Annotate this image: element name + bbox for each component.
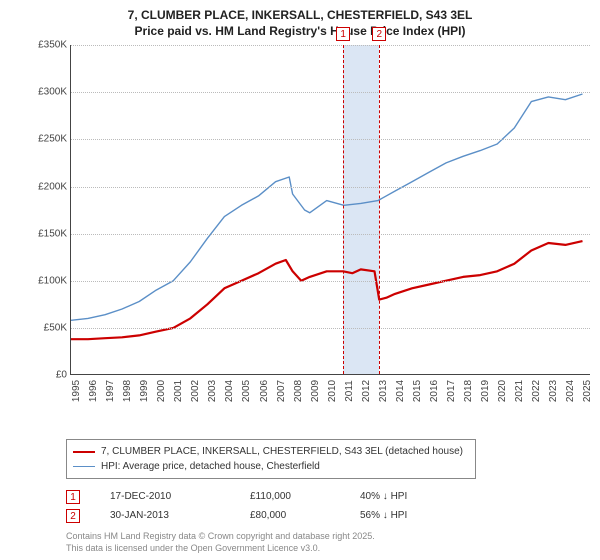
footer-line1: Contains HM Land Registry data © Crown c… <box>66 531 590 543</box>
series-property <box>71 241 583 339</box>
line-layer <box>71 45 591 375</box>
x-tick-label: 2003 <box>207 380 218 402</box>
y-tick-label: £250K <box>27 134 67 145</box>
footer-line2: This data is licensed under the Open Gov… <box>66 543 590 555</box>
swatch-red <box>73 451 95 453</box>
txn-price: £110,000 <box>250 487 330 506</box>
title-line1: 7, CLUMBER PLACE, INKERSALL, CHESTERFIEL… <box>10 8 590 24</box>
x-tick-label: 1997 <box>105 380 116 402</box>
y-tick-label: £0 <box>27 370 67 381</box>
x-tick-label: 2011 <box>344 380 355 402</box>
x-tick-label: 2007 <box>276 380 287 402</box>
marker-line <box>379 45 380 374</box>
gridline <box>71 328 590 329</box>
txn-price: £80,000 <box>250 506 330 525</box>
transaction-list: 1 17-DEC-2010 £110,000 40% ↓ HPI 2 30-JAN-201… <box>66 487 590 525</box>
x-tick-label: 2002 <box>190 380 201 402</box>
swatch-blue <box>73 466 95 467</box>
x-tick-label: 2022 <box>531 380 542 402</box>
x-tick-label: 2017 <box>446 380 457 402</box>
y-tick-label: £150K <box>27 228 67 239</box>
legend-item-property: 7, CLUMBER PLACE, INKERSALL, CHESTERFIEL… <box>73 444 469 459</box>
legend-label-1: 7, CLUMBER PLACE, INKERSALL, CHESTERFIEL… <box>101 444 463 459</box>
chart-title: 7, CLUMBER PLACE, INKERSALL, CHESTERFIEL… <box>10 8 590 39</box>
txn-delta: 40% ↓ HPI <box>360 487 450 506</box>
x-tick-label: 1998 <box>122 380 133 402</box>
transaction-row: 1 17-DEC-2010 £110,000 40% ↓ HPI <box>66 487 590 506</box>
x-tick-label: 2018 <box>463 380 474 402</box>
plot: £0£50K£100K£150K£200K£250K£300K£350K1995… <box>70 45 590 375</box>
txn-date: 17-DEC-2010 <box>110 487 220 506</box>
x-tick-label: 2000 <box>156 380 167 402</box>
gridline <box>71 187 590 188</box>
txn-date: 30-JAN-2013 <box>110 506 220 525</box>
transaction-row: 2 30-JAN-2013 £80,000 56% ↓ HPI <box>66 506 590 525</box>
x-tick-label: 2010 <box>327 380 338 402</box>
x-tick-label: 2012 <box>361 380 372 402</box>
gridline <box>71 92 590 93</box>
x-tick-label: 2025 <box>582 380 593 402</box>
x-tick-label: 2020 <box>497 380 508 402</box>
x-tick-label: 2001 <box>173 380 184 402</box>
gridline <box>71 45 590 46</box>
marker-line <box>343 45 344 374</box>
marker-badge: 2 <box>66 509 80 523</box>
x-tick-label: 2014 <box>395 380 406 402</box>
x-tick-label: 2023 <box>548 380 559 402</box>
x-tick-label: 2009 <box>310 380 321 402</box>
x-tick-label: 2021 <box>514 380 525 402</box>
y-tick-label: £350K <box>27 40 67 51</box>
txn-delta: 56% ↓ HPI <box>360 506 450 525</box>
x-tick-label: 2016 <box>429 380 440 402</box>
chart-area: £0£50K£100K£150K£200K£250K£300K£350K1995… <box>30 45 590 405</box>
y-tick-label: £100K <box>27 275 67 286</box>
x-tick-label: 2005 <box>241 380 252 402</box>
x-tick-label: 2008 <box>293 380 304 402</box>
marker-badge: 2 <box>372 27 386 41</box>
gridline <box>71 281 590 282</box>
x-tick-label: 2013 <box>378 380 389 402</box>
x-tick-label: 2024 <box>565 380 576 402</box>
marker-badge: 1 <box>66 490 80 504</box>
legend-label-2: HPI: Average price, detached house, Ches… <box>101 459 320 474</box>
x-tick-label: 2004 <box>224 380 235 402</box>
y-tick-label: £50K <box>27 323 67 334</box>
marker-badge: 1 <box>336 27 350 41</box>
gridline <box>71 234 590 235</box>
x-tick-label: 2015 <box>412 380 423 402</box>
x-tick-label: 2019 <box>480 380 491 402</box>
x-tick-label: 2006 <box>259 380 270 402</box>
legend-item-hpi: HPI: Average price, detached house, Ches… <box>73 459 469 474</box>
y-tick-label: £300K <box>27 87 67 98</box>
x-tick-label: 1999 <box>139 380 150 402</box>
series-hpi <box>71 94 583 320</box>
x-tick-label: 1995 <box>71 380 82 402</box>
footer: Contains HM Land Registry data © Crown c… <box>66 531 590 554</box>
legend: 7, CLUMBER PLACE, INKERSALL, CHESTERFIEL… <box>66 439 476 479</box>
title-line2: Price paid vs. HM Land Registry's House … <box>10 24 590 40</box>
y-tick-label: £200K <box>27 181 67 192</box>
container: 7, CLUMBER PLACE, INKERSALL, CHESTERFIEL… <box>0 0 600 560</box>
gridline <box>71 139 590 140</box>
x-tick-label: 1996 <box>88 380 99 402</box>
